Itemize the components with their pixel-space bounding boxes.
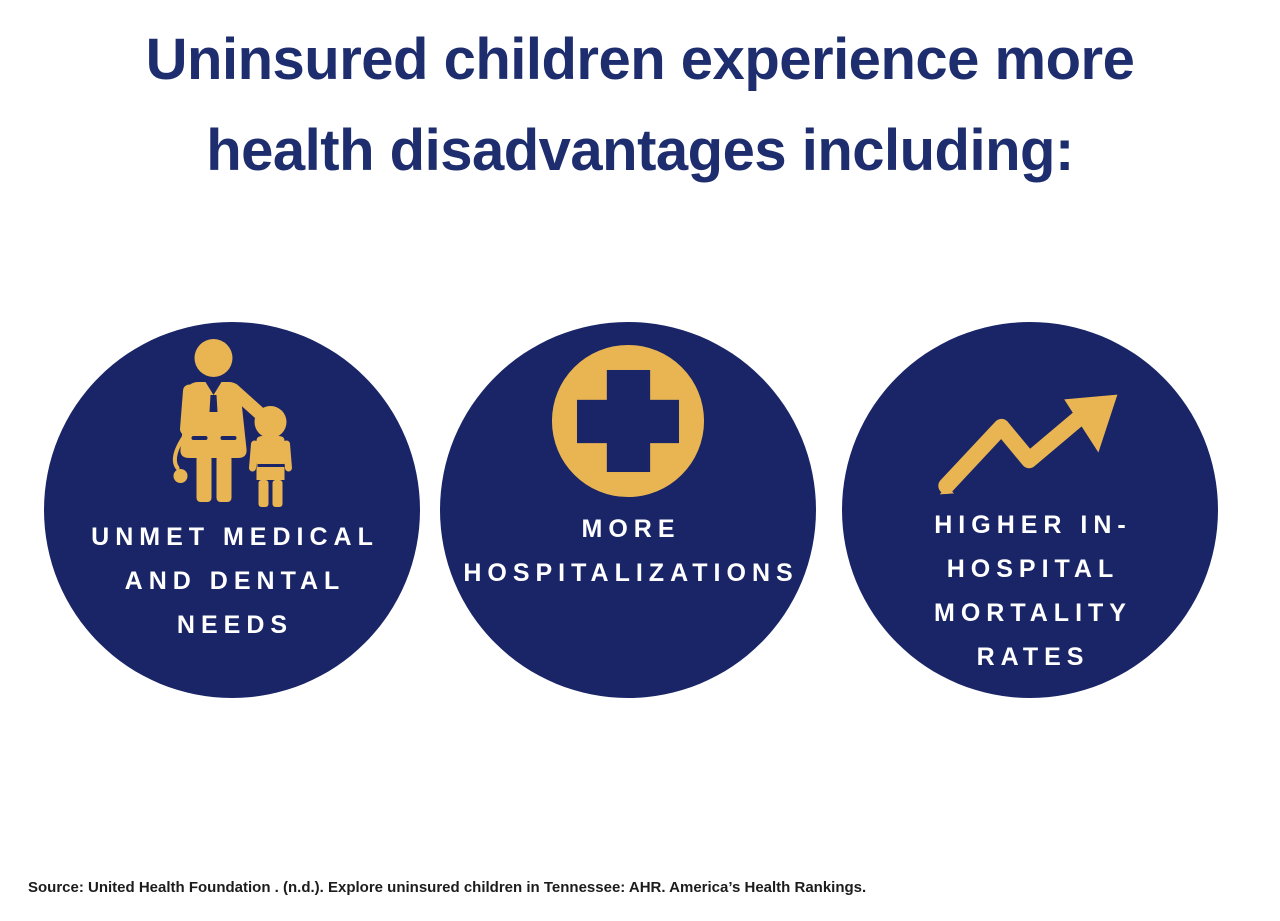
medical-cross-icon [551,344,705,498]
page-title-line-1: Uninsured children experience more [145,27,1135,92]
card-label-more-hospitalizations: MORE HOSPITALIZATIONS [463,515,799,587]
card-more-hospitalizations: MORE HOSPITALIZATIONS [440,322,816,698]
doctor-and-child-icon [165,337,300,509]
trending-up-arrow-icon [934,368,1126,501]
card-higher-mortality-rates: HIGHER IN- HOSPITAL MORTALITY RATES [842,322,1218,698]
card-unmet-medical-needs: UNMET MEDICAL AND DENTAL NEEDS [44,322,420,698]
page-title: Uninsured children experience more healt… [0,14,1280,196]
page-title-line-2: health disadvantages including: [206,118,1074,183]
source-citation: Source: United Health Foundation . (n.d.… [28,879,867,896]
card-label-unmet-medical-needs: UNMET MEDICAL AND DENTAL NEEDS [91,523,379,639]
card-label-higher-mortality-rates: HIGHER IN- HOSPITAL MORTALITY RATES [934,511,1132,671]
